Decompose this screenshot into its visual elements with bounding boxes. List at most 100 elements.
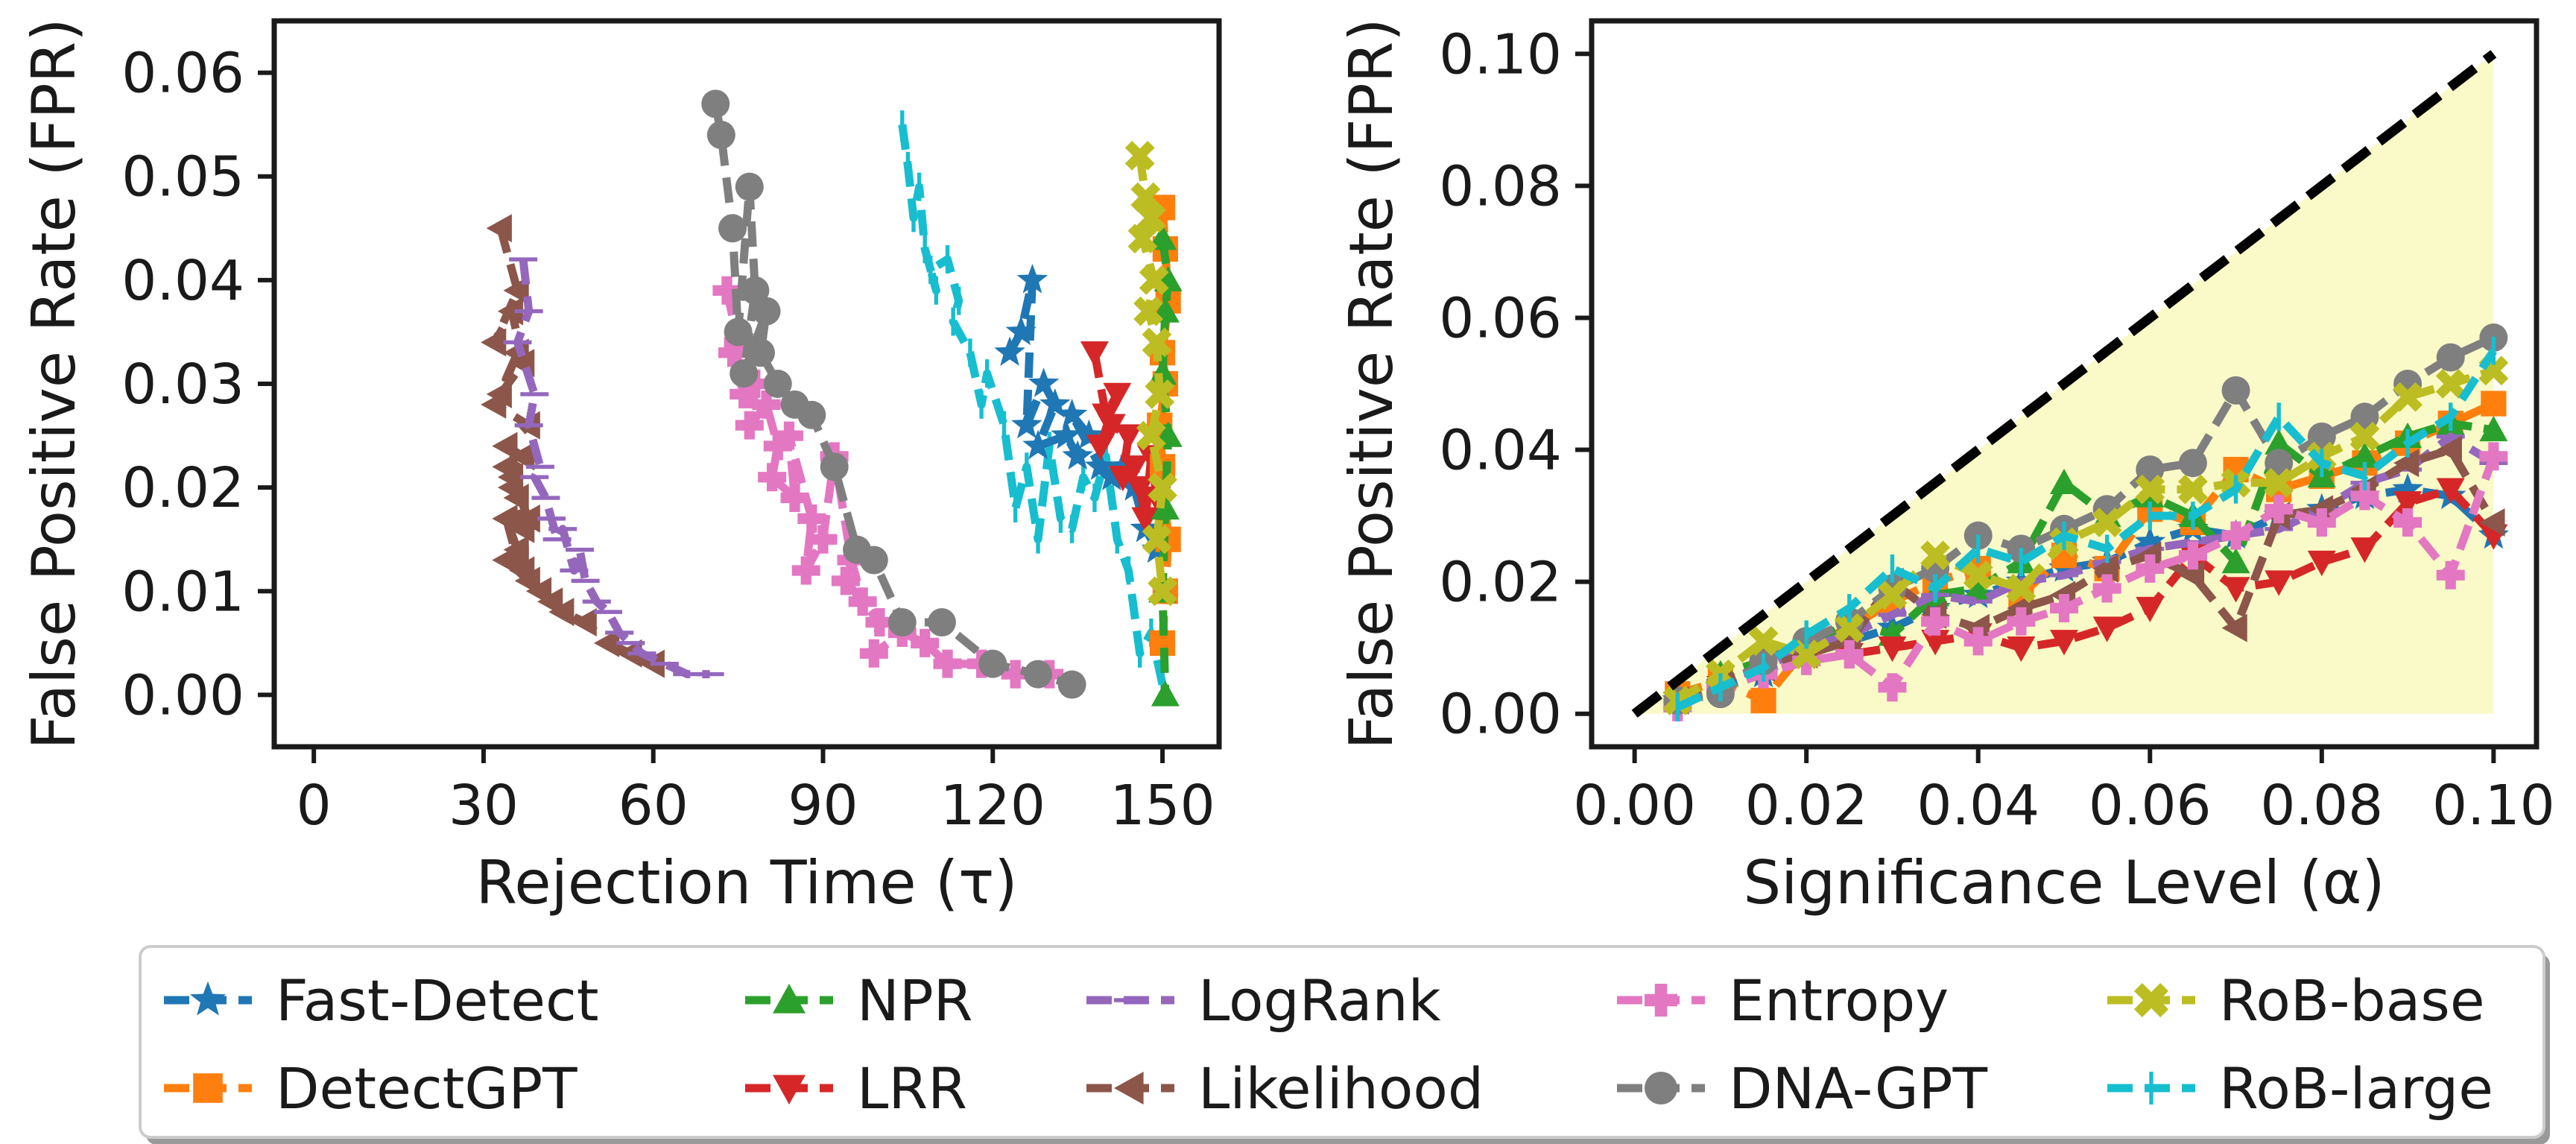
- data-point-lrr: [1080, 341, 1109, 367]
- data-point-fast-detect: [1107, 450, 1139, 480]
- data-point-rob-base: [1124, 140, 1155, 171]
- data-point-lrr: [1103, 382, 1132, 408]
- data-point-npr: [2050, 468, 2078, 495]
- x-tick-label: 0: [297, 774, 332, 838]
- data-point-entropy: [2007, 607, 2036, 636]
- data-point-entropy: [1921, 607, 1950, 636]
- x-axis-label: Significance Level (α): [1743, 848, 2384, 917]
- data-point-lrr: [1131, 507, 1160, 533]
- data-point-entropy: [831, 566, 860, 595]
- data-point-rob-base: [1136, 203, 1166, 233]
- data-point-lrr: [2136, 596, 2165, 623]
- series-line-lrr: [1675, 485, 2497, 711]
- data-point-dna-gpt: [820, 452, 849, 481]
- data-point-npr: [1148, 224, 1177, 250]
- data-point-lrr: [1125, 475, 1154, 502]
- data-point-dna-gpt: [752, 297, 781, 326]
- data-point-npr: [1151, 493, 1180, 520]
- legend-entry-entropy: Entropy: [1617, 967, 1949, 1034]
- y-tick-label: 0.04: [1439, 419, 1562, 483]
- data-point-rob-base: [1963, 560, 1993, 590]
- data-point-entropy: [933, 649, 962, 678]
- data-point-entropy: [2136, 554, 2165, 583]
- data-point-rob-base: [1791, 639, 1822, 669]
- plot-area: [1662, 323, 2510, 721]
- y-tick-label: 0.00: [1439, 683, 1562, 747]
- data-point-entropy: [808, 525, 838, 554]
- data-point-likelihood: [497, 473, 524, 502]
- reference-line: [1631, 50, 2497, 718]
- data-point-fast-detect: [994, 336, 1025, 366]
- legend-entry-logrank: LogRank: [1086, 967, 1441, 1034]
- data-point-rob-base: [1130, 182, 1161, 212]
- data-point-likelihood: [481, 328, 507, 357]
- data-point-lrr: [2350, 537, 2379, 563]
- legend-entry-likelihood: Likelihood: [1086, 1055, 1484, 1122]
- legend-label: Entropy: [1729, 967, 1949, 1034]
- data-point-fast-detect: [1051, 419, 1082, 449]
- legend-label: NPR: [857, 967, 973, 1034]
- data-point-rob-base: [1142, 327, 1172, 358]
- data-point-entropy: [2050, 594, 2078, 623]
- data-point-dna-gpt: [730, 359, 759, 388]
- legend: Fast-Detect DetectGPT NPR LRR LogRank Likelih…: [139, 945, 2550, 1144]
- legend-entry-fast-detect: Fast-Detect: [164, 967, 599, 1034]
- series-dna-gpt: [701, 89, 1086, 699]
- data-point-dna-gpt: [797, 400, 826, 429]
- significance-level-panel: 0.00 0.02 0.04 0.06 0.08 0.10 0.00 0.02 0.04 0.06…: [1337, 18, 2555, 917]
- series-rob-large: [1675, 336, 2498, 721]
- data-point-dna-gpt: [887, 608, 917, 637]
- data-point-likelihood: [593, 628, 620, 657]
- data-point-entropy: [848, 587, 877, 616]
- data-point-npr: [2479, 415, 2508, 442]
- y-axis-label: False Positive Rate (FPR): [1337, 18, 1406, 749]
- legend-marker-likelihood: [1114, 1072, 1144, 1105]
- y-tick-label: 0.04: [121, 249, 244, 313]
- data-point-likelihood: [497, 297, 524, 326]
- data-point-likelihood: [492, 432, 518, 461]
- data-point-fast-detect: [2134, 525, 2166, 556]
- legend-marker-dna-gpt: [1645, 1072, 1677, 1105]
- legend-marker-fast-detect: [189, 981, 227, 1016]
- data-point-fast-detect: [1073, 419, 1105, 449]
- data-point-rob-base: [1920, 540, 1950, 571]
- x-tick-label: 90: [788, 774, 858, 838]
- y-tick-label: 0.00: [121, 663, 244, 727]
- data-point-entropy: [2436, 560, 2465, 590]
- data-point-dna-gpt: [724, 317, 753, 347]
- data-point-lrr: [2265, 570, 2294, 596]
- plot-frame: [1589, 18, 2539, 750]
- data-point-rob-base: [1127, 224, 1158, 254]
- data-point-dna-gpt: [706, 121, 735, 150]
- data-point-detectgpt: [1750, 687, 1776, 714]
- x-tick-label: 0.02: [1745, 774, 1868, 838]
- data-point-entropy: [797, 504, 826, 533]
- data-point-rob-base: [1133, 296, 1163, 326]
- data-point-entropy: [752, 390, 781, 419]
- x-tick-label: 0.10: [2432, 774, 2555, 838]
- data-point-lrr: [2221, 577, 2250, 603]
- legend-marker-lrr: [773, 1075, 806, 1105]
- legend-entry-detectgpt: DetectGPT: [164, 1055, 577, 1122]
- data-point-fast-detect: [1039, 388, 1071, 418]
- legend-marker-rob-base: [2133, 982, 2169, 1018]
- data-point-fast-detect: [2392, 473, 2423, 503]
- data-point-lrr: [2307, 550, 2336, 577]
- series-entropy: [1663, 442, 2508, 721]
- series-line-logrank: [513, 259, 710, 679]
- legend-entry-dna-gpt: DNA-GPT: [1617, 1055, 1988, 1122]
- data-point-dna-gpt: [741, 276, 770, 305]
- data-point-rob-base: [1834, 613, 1864, 643]
- data-point-rob-base: [2006, 573, 2037, 604]
- data-point-lrr: [1878, 636, 1907, 663]
- data-point-dna-gpt: [701, 89, 730, 118]
- data-point-dna-gpt: [978, 649, 1007, 678]
- data-point-likelihood: [481, 390, 507, 419]
- data-point-entropy: [735, 411, 764, 440]
- data-point-likelihood: [548, 598, 575, 627]
- data-point-dna-gpt: [746, 338, 775, 367]
- legend-marker-npr: [773, 984, 806, 1014]
- data-point-dna-gpt: [859, 546, 888, 575]
- data-point-rob-base: [2435, 369, 2466, 399]
- data-point-likelihood: [2221, 613, 2247, 642]
